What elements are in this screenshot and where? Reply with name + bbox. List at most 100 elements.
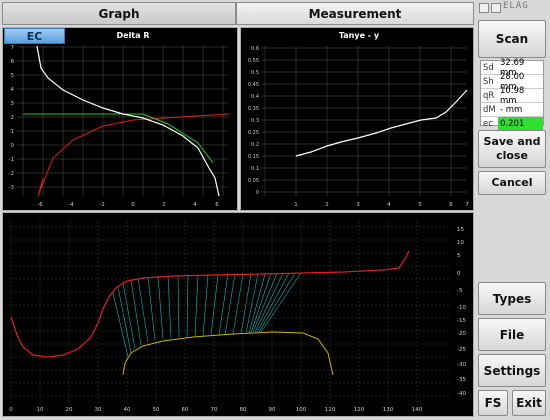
info-row-qr: qR 10.98 mm [481, 85, 543, 106]
x-tick: 60 [182, 407, 189, 413]
save-and-close-button[interactable]: Save and close [478, 130, 546, 168]
contact-lines [112, 272, 302, 358]
info-key: ec [483, 118, 493, 129]
x-tick: 10 [37, 407, 44, 413]
x-tick: 120 [354, 407, 365, 413]
x-tick: 130 [383, 407, 394, 413]
settings-button[interactable]: Settings [478, 354, 546, 387]
info-value: 32.69 mm [500, 57, 525, 78]
y-tick: 0.6 [251, 46, 259, 52]
x-tick: 5 [418, 202, 422, 208]
tab-measurement[interactable]: Measurement [236, 2, 474, 25]
y-tick: -20 [457, 331, 466, 337]
fs-button[interactable]: FS [478, 390, 508, 416]
y-tick: 5 [457, 253, 461, 259]
y-tick: -2 [9, 171, 14, 177]
y-tick: 0 [11, 143, 15, 149]
y-tick: -15 [457, 318, 466, 324]
y-tick: 3 [11, 101, 15, 107]
x-tick: 100 [296, 407, 307, 413]
info-key: Sd [483, 62, 494, 73]
info-value: 10.98 mm [500, 85, 525, 106]
info-key: qR [483, 90, 495, 101]
info-row-sd: Sd 32.69 mm [481, 57, 543, 78]
y-tick: 5 [11, 73, 15, 79]
info-value: 28.00 mm [500, 71, 525, 92]
x-tick: 40 [124, 407, 131, 413]
x-tick: 6 [215, 202, 219, 208]
file-button[interactable]: File [478, 318, 546, 351]
x-tick: 1 [294, 202, 298, 208]
y-tick: 0 [457, 271, 461, 277]
x-tick: 20 [66, 407, 73, 413]
y-tick: 0.55 [248, 58, 259, 64]
y-tick: -40 [457, 391, 466, 397]
y-tick: 0.4 [251, 94, 259, 100]
y-tick: -3 [9, 185, 15, 191]
info-value-ec: 0.201 [498, 117, 543, 130]
cancel-button[interactable]: Cancel [478, 171, 546, 195]
x-tick: 70 [211, 407, 218, 413]
exit-button[interactable]: Exit [512, 390, 546, 416]
x-tick: 0 [9, 407, 13, 413]
ec-button-label: EC [26, 29, 43, 43]
x-tick: 110 [325, 407, 336, 413]
y-tick: -1 [9, 157, 14, 163]
y-tick: -30 [457, 362, 466, 368]
y-tick: 0.35 [248, 106, 259, 112]
y-tick: 7 [11, 45, 15, 51]
measurement-info-panel: Sd 32.69 mm Sh 28.00 mm qR 10.98 mm dM - mm … [480, 57, 544, 130]
x-tick: 3 [356, 202, 360, 208]
types-button-label: Types [492, 291, 532, 306]
tab-measurement-label: Measurement [308, 6, 402, 21]
x-tick: 140 [412, 407, 423, 413]
cancel-button-label: Cancel [491, 176, 533, 189]
x-tick: 50 [153, 407, 160, 413]
x-tick: 30 [95, 407, 102, 413]
app-icon-2 [491, 3, 501, 13]
delta-r-curve [36, 45, 220, 197]
brand-logo: ELAG [503, 1, 529, 11]
ec-button[interactable]: EC [4, 28, 65, 44]
scan-button-label: Scan [495, 32, 529, 46]
x-tick: 80 [240, 407, 247, 413]
y-tick: 0.1 [251, 166, 259, 172]
types-button[interactable]: Types [478, 282, 546, 315]
info-value: - mm [500, 104, 523, 115]
y-tick: 0.3 [251, 118, 259, 124]
y-tick: 4 [11, 87, 15, 93]
x-tick: 4 [387, 202, 391, 208]
settings-button-label: Settings [483, 363, 541, 378]
tab-graph-label: Graph [98, 6, 140, 21]
x-tick: 6 [449, 202, 453, 208]
red-reference-line [37, 113, 230, 197]
tanye-title: Tanye - y [339, 31, 380, 40]
tanye-curve [295, 89, 468, 157]
green-reference-line [23, 113, 214, 164]
y-tick: 0.05 [248, 178, 259, 184]
tanye-chart: Tanye - y 0.6 0.55 0.5 0.45 0.4 0.35 0.3… [240, 27, 474, 211]
delta-r-title: Delta R [117, 31, 150, 40]
y-tick: 10 [457, 240, 464, 246]
x-tick: 0 [131, 202, 135, 208]
y-tick: 0.2 [251, 142, 259, 148]
app-icon [479, 3, 489, 13]
wheel-profile-curve [122, 331, 334, 376]
tab-graph[interactable]: Graph [2, 2, 236, 25]
y-tick: 15 [457, 227, 464, 233]
delta-r-chart: Delta R 7 6 5 4 3 2 1 0 -1 -2 -3 -6 -4 -… [2, 27, 238, 211]
info-key: Sh [483, 76, 494, 87]
x-tick: 2 [162, 202, 166, 208]
save-button-label: Save and close [483, 135, 541, 162]
info-row-dm: dM - mm [481, 103, 543, 117]
rail-profile-curve [10, 250, 410, 358]
y-tick: -25 [457, 347, 466, 353]
info-key: dM [483, 104, 496, 115]
x-tick: 7 [465, 202, 469, 208]
x-tick: 4 [193, 202, 197, 208]
y-tick: -35 [457, 377, 466, 383]
scan-button[interactable]: Scan [478, 20, 546, 58]
y-tick: 0 [256, 190, 259, 196]
y-tick: -10 [457, 305, 466, 311]
y-tick: 1 [11, 129, 15, 135]
